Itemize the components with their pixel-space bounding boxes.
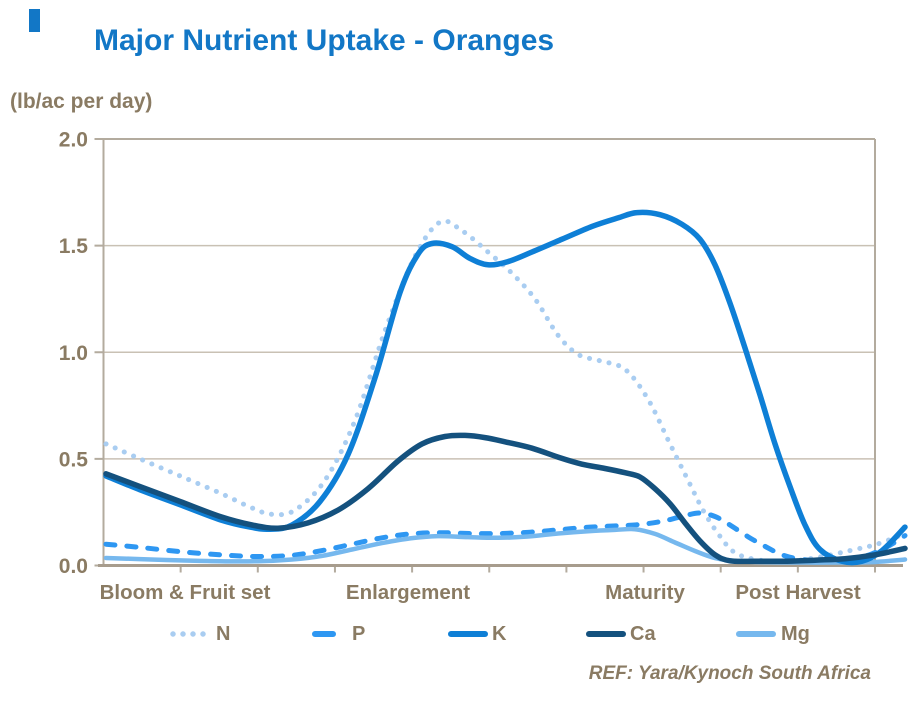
blue-accent-mark <box>29 9 40 32</box>
series-line-k <box>103 209 908 566</box>
y-axis-unit-label: (lb/ac per day) <box>10 90 153 113</box>
series-line-n <box>103 218 908 565</box>
y-tick-label: 1.5 <box>59 235 89 258</box>
legend-swatch-dotted-line <box>168 630 208 638</box>
legend-item-mg: Mg <box>736 620 810 648</box>
legend-swatch-solid-line <box>448 631 488 637</box>
legend-item-n: N <box>168 620 230 648</box>
legend-label: N <box>216 622 231 645</box>
y-tick-label: 0.0 <box>59 555 88 578</box>
chart-legend: N P K Ca Mg <box>0 620 913 648</box>
y-tick-label: 2.0 <box>59 129 88 152</box>
legend-swatch-solid-line <box>586 631 626 637</box>
series-line-p <box>103 510 908 564</box>
legend-label: Ca <box>630 622 656 645</box>
series-line-ca <box>103 432 908 565</box>
legend-label: Mg <box>781 622 810 645</box>
reference-note: REF: Yara/Kynoch South Africa <box>588 663 871 684</box>
x-category-label: Bloom & Fruit set <box>100 581 271 604</box>
legend-swatch-solid-line <box>736 631 776 637</box>
legend-swatch-dashed-line <box>312 631 336 637</box>
legend-item-k: K <box>448 620 506 648</box>
y-tick-label: 1.0 <box>59 342 88 365</box>
y-tick-label: 0.5 <box>59 448 89 471</box>
x-category-label: Post Harvest <box>735 581 861 604</box>
legend-item-p: P <box>312 620 365 648</box>
legend-label: P <box>352 622 366 645</box>
legend-item-ca: Ca <box>586 620 656 648</box>
x-category-label: Maturity <box>605 581 685 604</box>
legend-label: K <box>492 622 507 645</box>
chart-title: Major Nutrient Uptake - Oranges <box>94 24 555 57</box>
x-category-label: Enlargement <box>346 581 470 604</box>
